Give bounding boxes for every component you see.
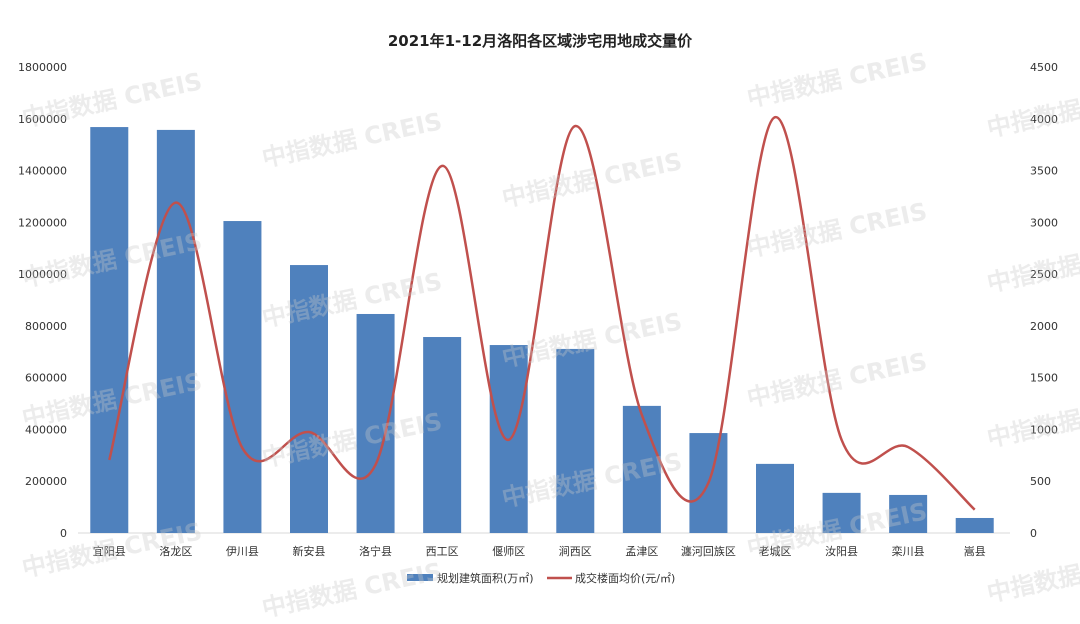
legend-swatch-bar bbox=[407, 574, 433, 581]
y-left-tick-label: 1200000 bbox=[18, 216, 67, 229]
bar bbox=[90, 127, 128, 533]
y-left-tick-label: 1600000 bbox=[18, 113, 67, 126]
bar bbox=[556, 349, 594, 533]
x-tick-label: 偃师区 bbox=[492, 544, 525, 558]
legend-label-line: 成交楼面均价(元/㎡) bbox=[575, 571, 675, 585]
x-tick-label: 宜阳县 bbox=[93, 544, 126, 558]
bar bbox=[756, 464, 794, 533]
chart-title: 2021年1-12月洛阳各区域涉宅用地成交量价 bbox=[388, 32, 693, 50]
y-left-tick-label: 200000 bbox=[25, 475, 67, 488]
y-left-tick-label: 0 bbox=[60, 527, 67, 540]
y-left-tick-label: 400000 bbox=[25, 423, 67, 436]
x-tick-label: 西工区 bbox=[426, 545, 459, 558]
x-tick-label: 嵩县 bbox=[964, 545, 986, 558]
x-tick-label: 老城区 bbox=[759, 545, 792, 558]
y-right-tick-label: 1500 bbox=[1030, 372, 1058, 385]
x-tick-label: 孟津区 bbox=[625, 545, 658, 558]
bar bbox=[290, 265, 328, 533]
bar bbox=[223, 221, 261, 533]
x-tick-label: 伊川县 bbox=[226, 545, 259, 558]
bar bbox=[357, 314, 395, 533]
bar bbox=[823, 493, 861, 533]
y-left-tick-label: 800000 bbox=[25, 320, 67, 333]
y-right-tick-label: 0 bbox=[1030, 527, 1037, 540]
y-right-tick-label: 2000 bbox=[1030, 320, 1058, 333]
y-right-tick-label: 500 bbox=[1030, 475, 1051, 488]
y-left-tick-label: 600000 bbox=[25, 372, 67, 385]
y-right-tick-label: 3000 bbox=[1030, 216, 1058, 229]
bar bbox=[157, 130, 195, 533]
y-left-tick-label: 1800000 bbox=[18, 61, 67, 74]
bar bbox=[889, 495, 927, 533]
x-tick-label: 瀍河回族区 bbox=[681, 544, 736, 558]
x-tick-label: 栾川县 bbox=[892, 544, 925, 558]
chart: 2021年1-12月洛阳各区域涉宅用地成交量价 0 200000 400000 600… bbox=[0, 0, 1080, 608]
x-tick-label: 洛龙区 bbox=[159, 544, 192, 558]
y-right-tick-label: 1000 bbox=[1030, 423, 1058, 436]
x-tick-label: 涧西区 bbox=[559, 545, 592, 558]
legend-label-bar: 规划建筑面积(万㎡) bbox=[437, 571, 534, 585]
bar bbox=[956, 518, 994, 533]
bar bbox=[423, 337, 461, 533]
y-left-tick-label: 1000000 bbox=[18, 268, 67, 281]
y-right-tick-label: 4500 bbox=[1030, 61, 1058, 74]
bar bbox=[623, 406, 661, 533]
y-left-tick-label: 1400000 bbox=[18, 165, 67, 178]
x-tick-label: 汝阳县 bbox=[825, 544, 858, 558]
x-tick-label: 洛宁县 bbox=[359, 544, 392, 558]
y-right-tick-label: 2500 bbox=[1030, 268, 1058, 281]
x-tick-label: 新安县 bbox=[293, 544, 326, 558]
y-right-tick-label: 3500 bbox=[1030, 165, 1058, 178]
y-right-tick-label: 4000 bbox=[1030, 113, 1058, 126]
